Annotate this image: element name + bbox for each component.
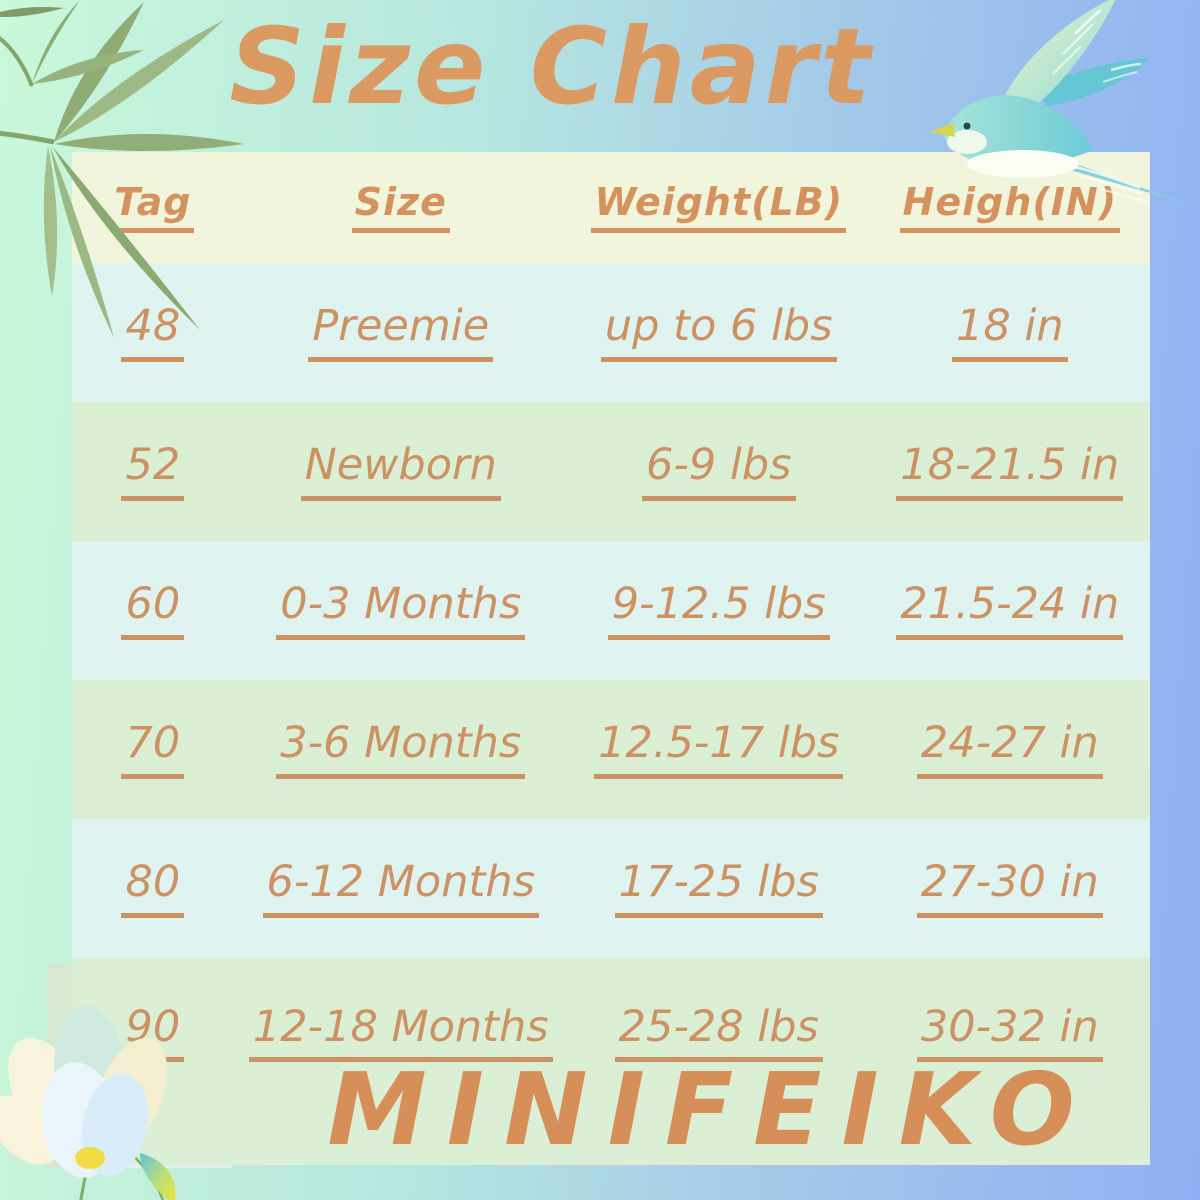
table-row: 70 3-6 Months 12.5-17 lbs 24-27 in	[72, 680, 1150, 819]
bamboo-leaves-icon	[0, 0, 244, 338]
column-header-size: Size	[351, 181, 450, 233]
cell-tag: 52	[121, 442, 185, 501]
cell-size: 12-18 Months	[248, 1003, 553, 1063]
cell-tag: 48	[121, 303, 185, 362]
cell-weight: 9-12.5 lbs	[607, 581, 830, 640]
brand-wordmark: MINIFEIKO	[327, 1051, 1095, 1168]
cell-size: 3-6 Months	[276, 720, 526, 779]
cell-weight: 25-28 lbs	[614, 1003, 823, 1063]
cell-height: 18-21.5 in	[896, 442, 1124, 501]
cell-height: 24-27 in	[916, 720, 1103, 779]
cell-size: 6-12 Months	[262, 859, 539, 918]
table-row: 52 Newborn 6-9 lbs 18-21.5 in	[72, 402, 1150, 541]
table-row: 90 12-18 Months 25-28 lbs 30-32 in	[72, 958, 1150, 1108]
cell-size: 0-3 Months	[276, 581, 526, 640]
cell-height: 21.5-24 in	[896, 581, 1124, 640]
table-row: 80 6-12 Months 17-25 lbs 27-30 in	[72, 819, 1150, 958]
table-row: 60 0-3 Months 9-12.5 lbs 21.5-24 in	[72, 541, 1150, 680]
cell-weight: 12.5-17 lbs	[594, 720, 844, 779]
table-header-row: Tag Size Weight(LB) Heigh(IN)	[72, 152, 1150, 263]
column-header-tag: Tag	[111, 181, 195, 233]
poster-title: Size Chart	[229, 6, 875, 128]
cell-tag: 60	[121, 581, 185, 640]
cell-weight: 17-25 lbs	[614, 859, 823, 918]
column-header-weight: Weight(LB)	[591, 181, 847, 233]
cell-weight: up to 6 lbs	[600, 303, 837, 362]
column-header-height: Heigh(IN)	[899, 181, 1121, 233]
cell-height: 18 in	[952, 303, 1068, 362]
table-last-band: 90 12-18 Months 25-28 lbs 30-32 in MINIF…	[72, 958, 1150, 1165]
cell-tag: 80	[121, 859, 185, 918]
size-table: Tag Size Weight(LB) Heigh(IN) 48 Preemie…	[72, 152, 1150, 1165]
cell-height: 27-30 in	[916, 859, 1103, 918]
swallow-bird-icon	[929, 0, 1197, 207]
cell-size: Newborn	[300, 442, 501, 501]
cell-weight: 6-9 lbs	[642, 442, 796, 501]
cell-height: 30-32 in	[916, 1003, 1103, 1063]
flower-icon	[0, 1005, 176, 1200]
table-row: 48 Preemie up to 6 lbs 18 in	[72, 263, 1150, 402]
cell-size: Preemie	[308, 303, 494, 362]
cell-tag: 70	[121, 720, 185, 779]
